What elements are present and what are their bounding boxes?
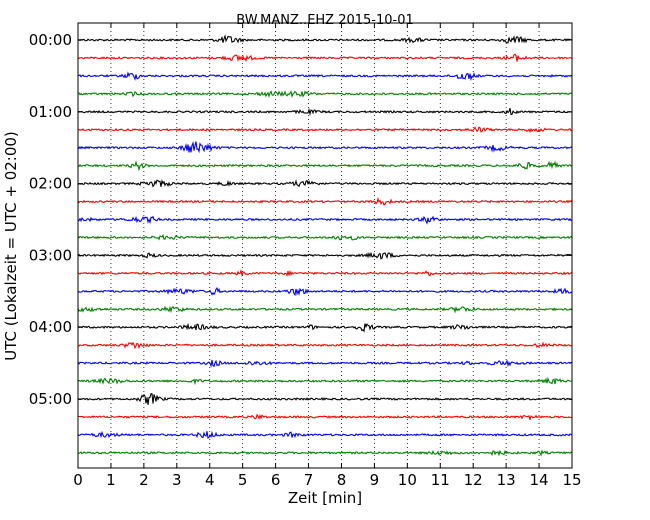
x-tick-label: 11 — [431, 471, 450, 489]
y-tick-label: 05:00 — [29, 390, 72, 408]
x-tick-label: 1 — [106, 471, 116, 489]
trace-0045 — [77, 90, 573, 98]
trace-0130 — [77, 140, 573, 154]
trace-0345 — [77, 305, 573, 314]
x-tick-label: 4 — [205, 471, 215, 489]
x-tick-label: 2 — [139, 471, 149, 489]
y-tick-label: 02:00 — [29, 175, 72, 193]
grid-lines — [110, 23, 540, 468]
trace-0215 — [77, 197, 573, 206]
y-tick-label: 00:00 — [29, 31, 72, 49]
x-tick-label: 9 — [370, 471, 380, 489]
x-tick-label: 3 — [172, 471, 182, 489]
trace-0115 — [77, 126, 573, 133]
trace-0430 — [77, 359, 573, 368]
trace-0400 — [77, 322, 573, 333]
trace-0530 — [77, 430, 573, 440]
trace-0030 — [77, 71, 573, 82]
x-tick-label: 7 — [304, 471, 314, 489]
trace-0500 — [77, 393, 573, 405]
y-axis-label: UTC (Lokalzeit = UTC + 02:00) — [2, 131, 20, 361]
plot-frame — [77, 22, 573, 469]
x-tick-label: 8 — [337, 471, 347, 489]
x-axis-ticks: 0 1 2 3 4 5 6 7 8 9 10 11 12 13 14 15 — [73, 23, 582, 489]
trace-0515 — [77, 413, 573, 421]
trace-0145 — [77, 160, 573, 172]
trace-0000 — [77, 34, 573, 44]
trace-0230 — [77, 215, 573, 225]
y-tick-label: 03:00 — [29, 246, 72, 264]
trace-0300 — [77, 251, 573, 260]
x-tick-label: 10 — [398, 471, 417, 489]
x-tick-label: 15 — [562, 471, 581, 489]
trace-0245 — [77, 233, 573, 241]
y-tick-label: 01:00 — [29, 103, 72, 121]
x-axis-label: Zeit [min] — [288, 489, 362, 507]
x-tick-label: 0 — [73, 471, 83, 489]
y-tick-label: 04:00 — [29, 318, 72, 336]
x-tick-label: 5 — [238, 471, 248, 489]
x-tick-label: 12 — [464, 471, 483, 489]
trace-0315 — [77, 268, 573, 277]
trace-0415 — [77, 341, 573, 350]
y-axis-ticks: 00:00 01:00 02:00 03:00 04:00 05:00 — [29, 31, 572, 408]
x-tick-label: 14 — [530, 471, 549, 489]
chart-title: BW.MANZ..EHZ 2015-10-01 — [236, 13, 414, 28]
trace-0545 — [77, 449, 573, 457]
trace-0330 — [77, 286, 573, 297]
trace-0015 — [77, 53, 573, 63]
trace-0100 — [77, 107, 573, 117]
trace-0200 — [77, 178, 573, 188]
seismic-traces — [77, 34, 573, 457]
trace-0445 — [77, 376, 573, 386]
x-tick-label: 6 — [271, 471, 281, 489]
x-tick-label: 13 — [497, 471, 516, 489]
